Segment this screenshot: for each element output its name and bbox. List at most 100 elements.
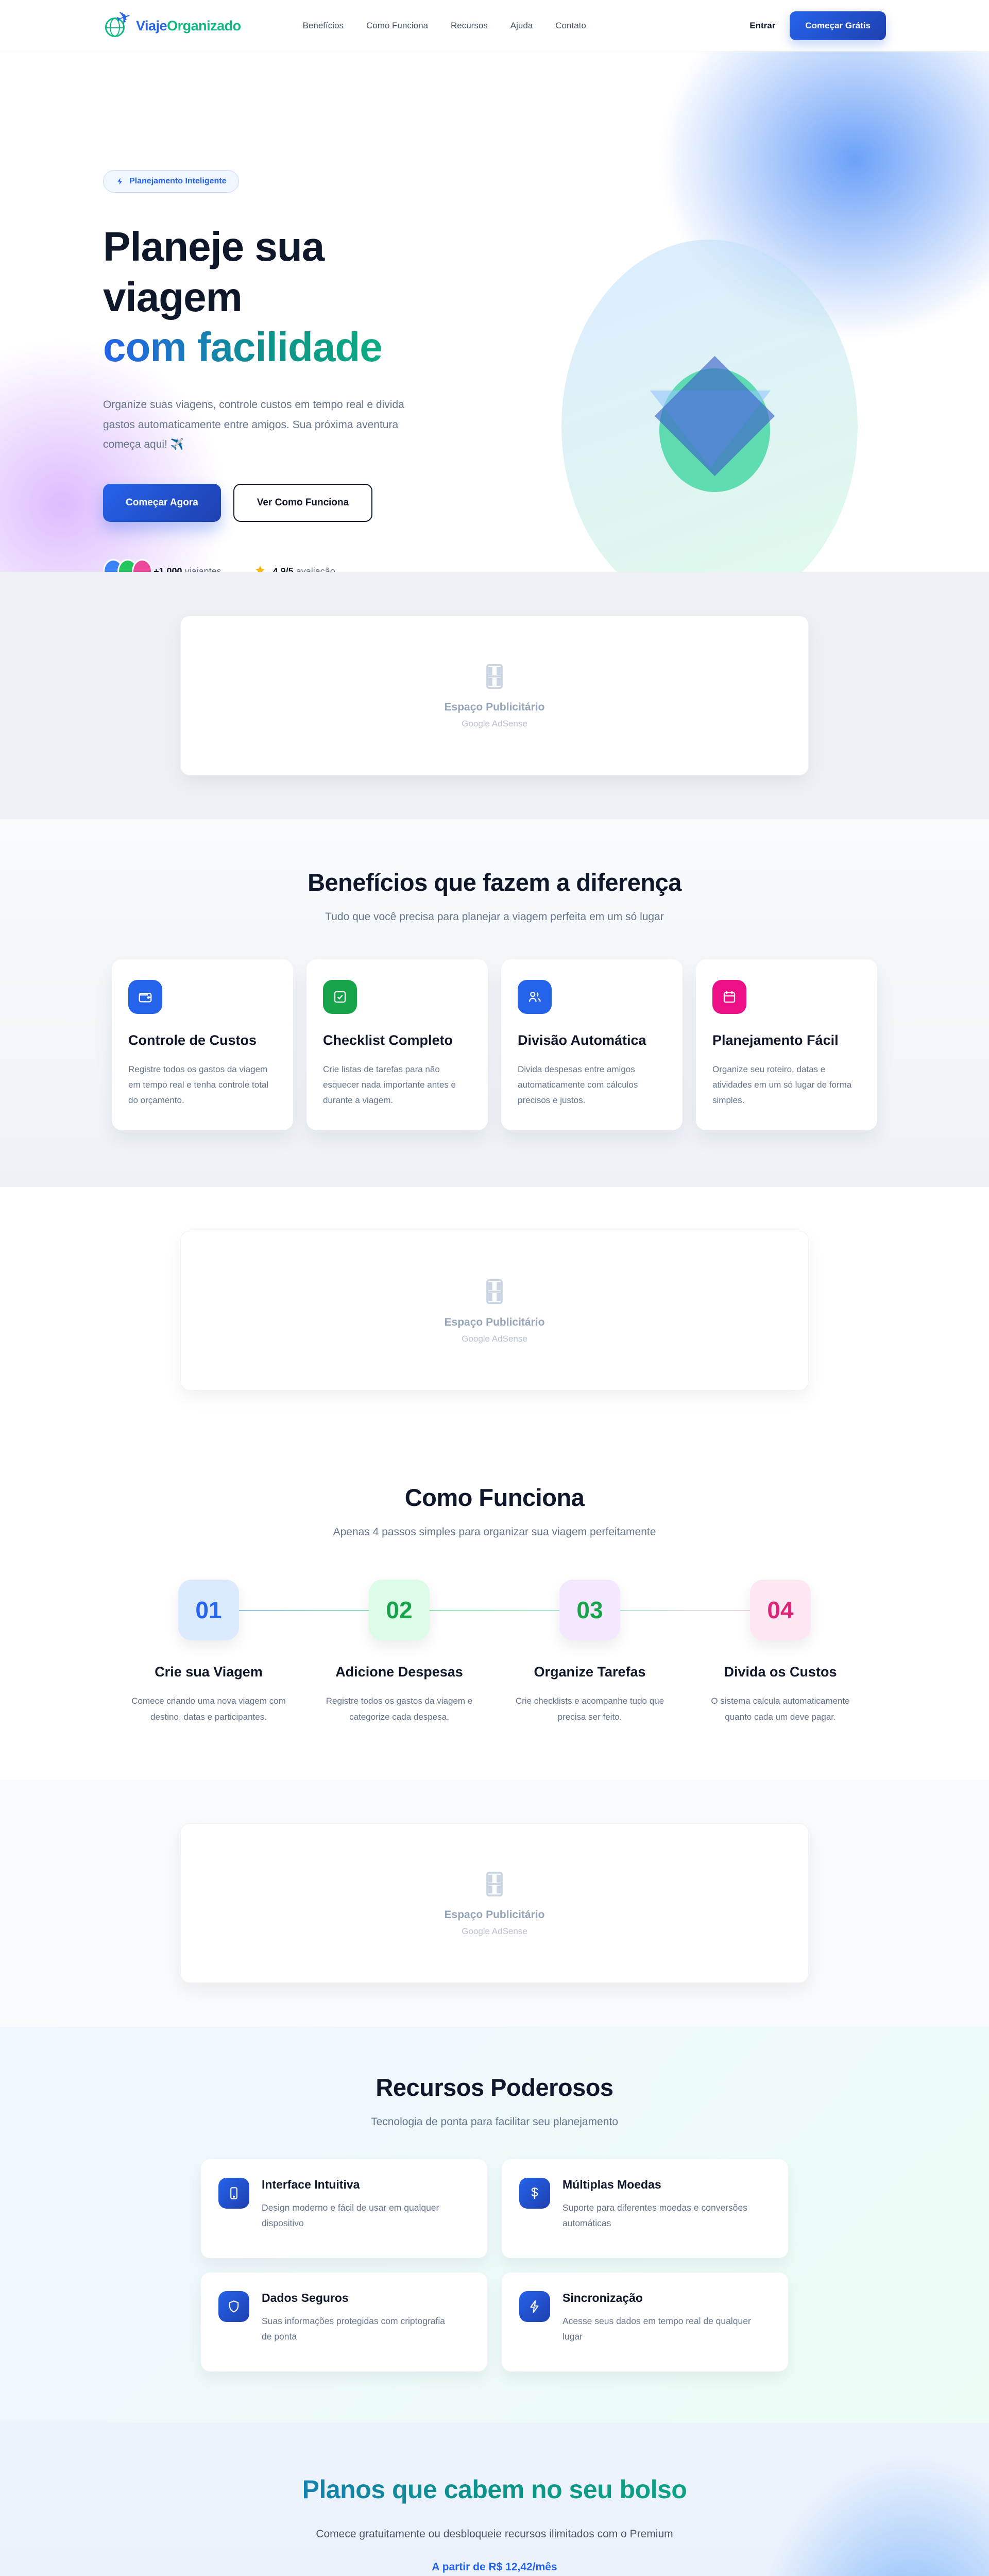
start-now-button[interactable]: Começar Agora [103, 484, 221, 522]
feature-card-sincronizacao: Sincronização Acesse seus dados em tempo… [502, 2272, 788, 2372]
hero-stats: +1.000 viajantes 4.9/5 avaliação [103, 559, 886, 572]
step-2: 02 Adicione Despesas Registre todos os g… [304, 1580, 494, 1725]
ad-placeholder-card: Espaço Publicitário Google AdSense [180, 616, 809, 775]
benefit-card-description: Registre todos os gastos da viagem em te… [128, 1064, 269, 1105]
benefits-section: Benefícios que fazem a diferença Tudo qu… [0, 819, 989, 1188]
how-subtitle: Apenas 4 passos simples para organizar s… [333, 1526, 656, 1538]
hero-badge: Planejamento Inteligente [103, 170, 240, 193]
step-title: Adicione Despesas [335, 1664, 463, 1680]
wallet-icon [128, 980, 162, 1014]
dollar-icon [519, 2177, 550, 2209]
step-3: 03 Organize Tarefas Crie checklists e ac… [494, 1580, 685, 1725]
step-description: O sistema calcula automaticamente quanto… [711, 1696, 850, 1722]
feature-description: Suporte para diferentes moedas e convers… [562, 2202, 747, 2229]
users-icon [518, 980, 552, 1014]
benefits-title: Benefícios que fazem a diferença [308, 869, 681, 896]
hero-description: Organize suas viagens, controle custos e… [103, 398, 404, 451]
benefit-card-title: Planejamento Fácil [712, 1032, 839, 1048]
benefit-card-checklist: Checklist Completo Crie listas de tarefa… [306, 959, 488, 1131]
checklist-icon [323, 980, 357, 1014]
step-description: Crie checklists e acompanhe tudo que pre… [515, 1696, 664, 1722]
film-icon [486, 1871, 503, 1896]
nav-link-contato[interactable]: Contato [555, 21, 586, 30]
feature-card-moedas: Múltiplas Moedas Suporte para diferentes… [502, 2159, 788, 2258]
nav-link-recursos[interactable]: Recursos [450, 21, 488, 30]
how-title: Como Funciona [404, 1484, 585, 1512]
ad-placeholder-card: Espaço Publicitário Google AdSense [180, 1231, 809, 1391]
ad-title: Espaço Publicitário [444, 1908, 545, 1921]
pricing-title: Planos que cabem no seu bolso [0, 2475, 989, 2504]
site-header: ✈ ViajeOrganizado Benefícios Como Funcio… [0, 0, 989, 52]
ad-section-3: Espaço Publicitário Google AdSense [0, 1779, 989, 2027]
avatar-group [103, 559, 152, 572]
see-how-it-works-button[interactable]: Ver Como Funciona [233, 484, 373, 522]
step-description: Comece criando uma nova viagem com desti… [131, 1696, 286, 1722]
pricing-starting-note: A partir de R$ 12,42/mês [432, 2561, 557, 2573]
globe-plane-logo-icon: ✈ [103, 7, 133, 39]
smartphone-icon [218, 2177, 249, 2209]
shield-icon [218, 2291, 249, 2322]
brand-name: ViajeOrganizado [136, 18, 241, 33]
calendar-icon [712, 980, 746, 1014]
brand-logo[interactable]: ✈ ViajeOrganizado [103, 7, 241, 39]
lightning-icon [117, 178, 122, 185]
benefit-card-title: Divisão Automática [518, 1032, 646, 1048]
hero-title-dark: Planeje sua viagem [103, 224, 325, 320]
login-link[interactable]: Entrar [749, 21, 776, 30]
hero-section: Planejamento Inteligente Planeje sua via… [0, 52, 989, 572]
ad-subtitle: Google AdSense [462, 1334, 527, 1344]
travelers-stat: +1.000 viajantes [103, 559, 221, 572]
header-cta-button[interactable]: Começar Grátis [790, 11, 886, 40]
benefit-card-title: Checklist Completo [323, 1032, 453, 1048]
benefit-card-description: Divida despesas entre amigos automaticam… [518, 1064, 638, 1105]
rating-value: 4.9/5 [272, 566, 294, 572]
ad-title: Espaço Publicitário [444, 701, 545, 713]
benefit-card-title: Controle de Custos [128, 1032, 257, 1048]
decor-blue-blob [752, 2454, 989, 2576]
decor-purple-blob [0, 340, 227, 572]
film-icon [486, 664, 503, 689]
ad-subtitle: Google AdSense [462, 1926, 527, 1936]
nav-link-como-funciona[interactable]: Como Funciona [366, 21, 428, 30]
lightning-icon [519, 2291, 550, 2322]
feature-title: Dados Seguros [262, 2291, 349, 2304]
film-icon [486, 1279, 503, 1304]
benefit-card-description: Organize seu roteiro, datas e atividades… [712, 1064, 852, 1105]
step-number-badge: 03 [559, 1580, 620, 1641]
feature-title: Sincronização [562, 2291, 643, 2304]
feature-description: Suas informações protegidas com criptogr… [262, 2315, 446, 2342]
rating-label: avaliação [296, 566, 335, 572]
step-number-badge: 04 [750, 1580, 811, 1641]
step-number-badge: 01 [178, 1580, 239, 1641]
avatar [132, 559, 152, 572]
ad-subtitle: Google AdSense [462, 719, 527, 728]
step-description: Registre todos os gastos da viagem e cat… [326, 1696, 473, 1722]
benefit-card-planejamento: Planejamento Fácil Organize seu roteiro,… [696, 959, 877, 1131]
ad-section-1: Espaço Publicitário Google AdSense [0, 572, 989, 819]
ad-title: Espaço Publicitário [444, 1316, 545, 1329]
features-section: Recursos Poderosos Tecnologia de ponta p… [0, 2026, 989, 2424]
travelers-value: +1.000 [154, 566, 182, 572]
star-icon [254, 565, 266, 572]
features-title: Recursos Poderosos [376, 2073, 613, 2101]
features-subtitle: Tecnologia de ponta para facilitar seu p… [371, 2115, 618, 2128]
how-it-works-section: Como Funciona Apenas 4 passos simples pa… [0, 1434, 989, 1780]
main-nav: Benefícios Como Funciona Recursos Ajuda … [303, 21, 586, 31]
hero-title-gradient: com facilidade [103, 322, 443, 372]
feature-description: Design moderno e fácil de usar em qualqu… [262, 2202, 439, 2229]
hero-badge-label: Planejamento Inteligente [129, 177, 227, 185]
step-title: Crie sua Viagem [155, 1664, 263, 1680]
step-1: 01 Crie sua Viagem Comece criando uma no… [113, 1580, 304, 1725]
feature-card-interface: Interface Intuitiva Design moderno e fác… [201, 2159, 487, 2258]
feature-card-seguranca: Dados Seguros Suas informações protegida… [201, 2272, 487, 2372]
step-number-badge: 02 [369, 1580, 430, 1641]
pricing-subtitle: Comece gratuitamente ou desbloqueie recu… [316, 2528, 673, 2540]
benefits-subtitle: Tudo que você precisa para planejar a vi… [325, 911, 664, 923]
steps-connector-line [216, 1610, 773, 1612]
step-title: Divida os Custos [724, 1664, 837, 1680]
feature-title: Múltiplas Moedas [562, 2177, 661, 2191]
benefit-card-divisao: Divisão Automática Divida despesas entre… [501, 959, 683, 1131]
ad-section-2: Espaço Publicitário Google AdSense [0, 1187, 989, 1435]
nav-link-beneficios[interactable]: Benefícios [302, 21, 344, 30]
nav-link-ajuda[interactable]: Ajuda [510, 21, 533, 30]
